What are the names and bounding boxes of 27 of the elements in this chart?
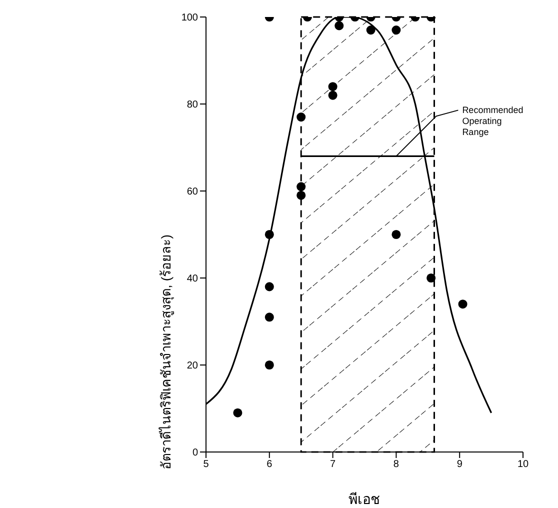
y-tick-label: 0 — [192, 448, 198, 459]
point — [296, 182, 306, 192]
point — [264, 282, 274, 292]
point — [264, 230, 274, 240]
x-tick-label: 5 — [203, 459, 210, 470]
point — [392, 230, 401, 240]
x-axis-title: พีเอช — [348, 491, 380, 507]
x-tick-label: 6 — [266, 459, 273, 470]
y-axis-title: อัตราดีไนตริฟิเคชันจำเพาะสูงสุด, (ร้อยละ) — [158, 234, 175, 470]
x-tick-label: 8 — [393, 459, 400, 470]
y-tick-label: 20 — [186, 360, 198, 372]
x-tick-label: 7 — [330, 459, 336, 470]
y-tick-label: 100 — [181, 12, 198, 24]
point — [426, 273, 436, 283]
point — [264, 312, 274, 322]
annotation: Recommended Operating Range — [462, 105, 524, 138]
point — [296, 112, 306, 122]
point — [233, 408, 242, 418]
x-tick-label: 9 — [456, 459, 463, 470]
point — [296, 190, 306, 200]
point — [458, 300, 468, 309]
y-tick-label: 60 — [186, 186, 198, 198]
x-tick-label: 10 — [517, 459, 529, 470]
point — [264, 360, 274, 370]
y-tick-label: 40 — [186, 274, 198, 285]
leader-callout: Recommended Operating Range — [396, 105, 524, 157]
y-tick-label: 80 — [186, 100, 198, 111]
